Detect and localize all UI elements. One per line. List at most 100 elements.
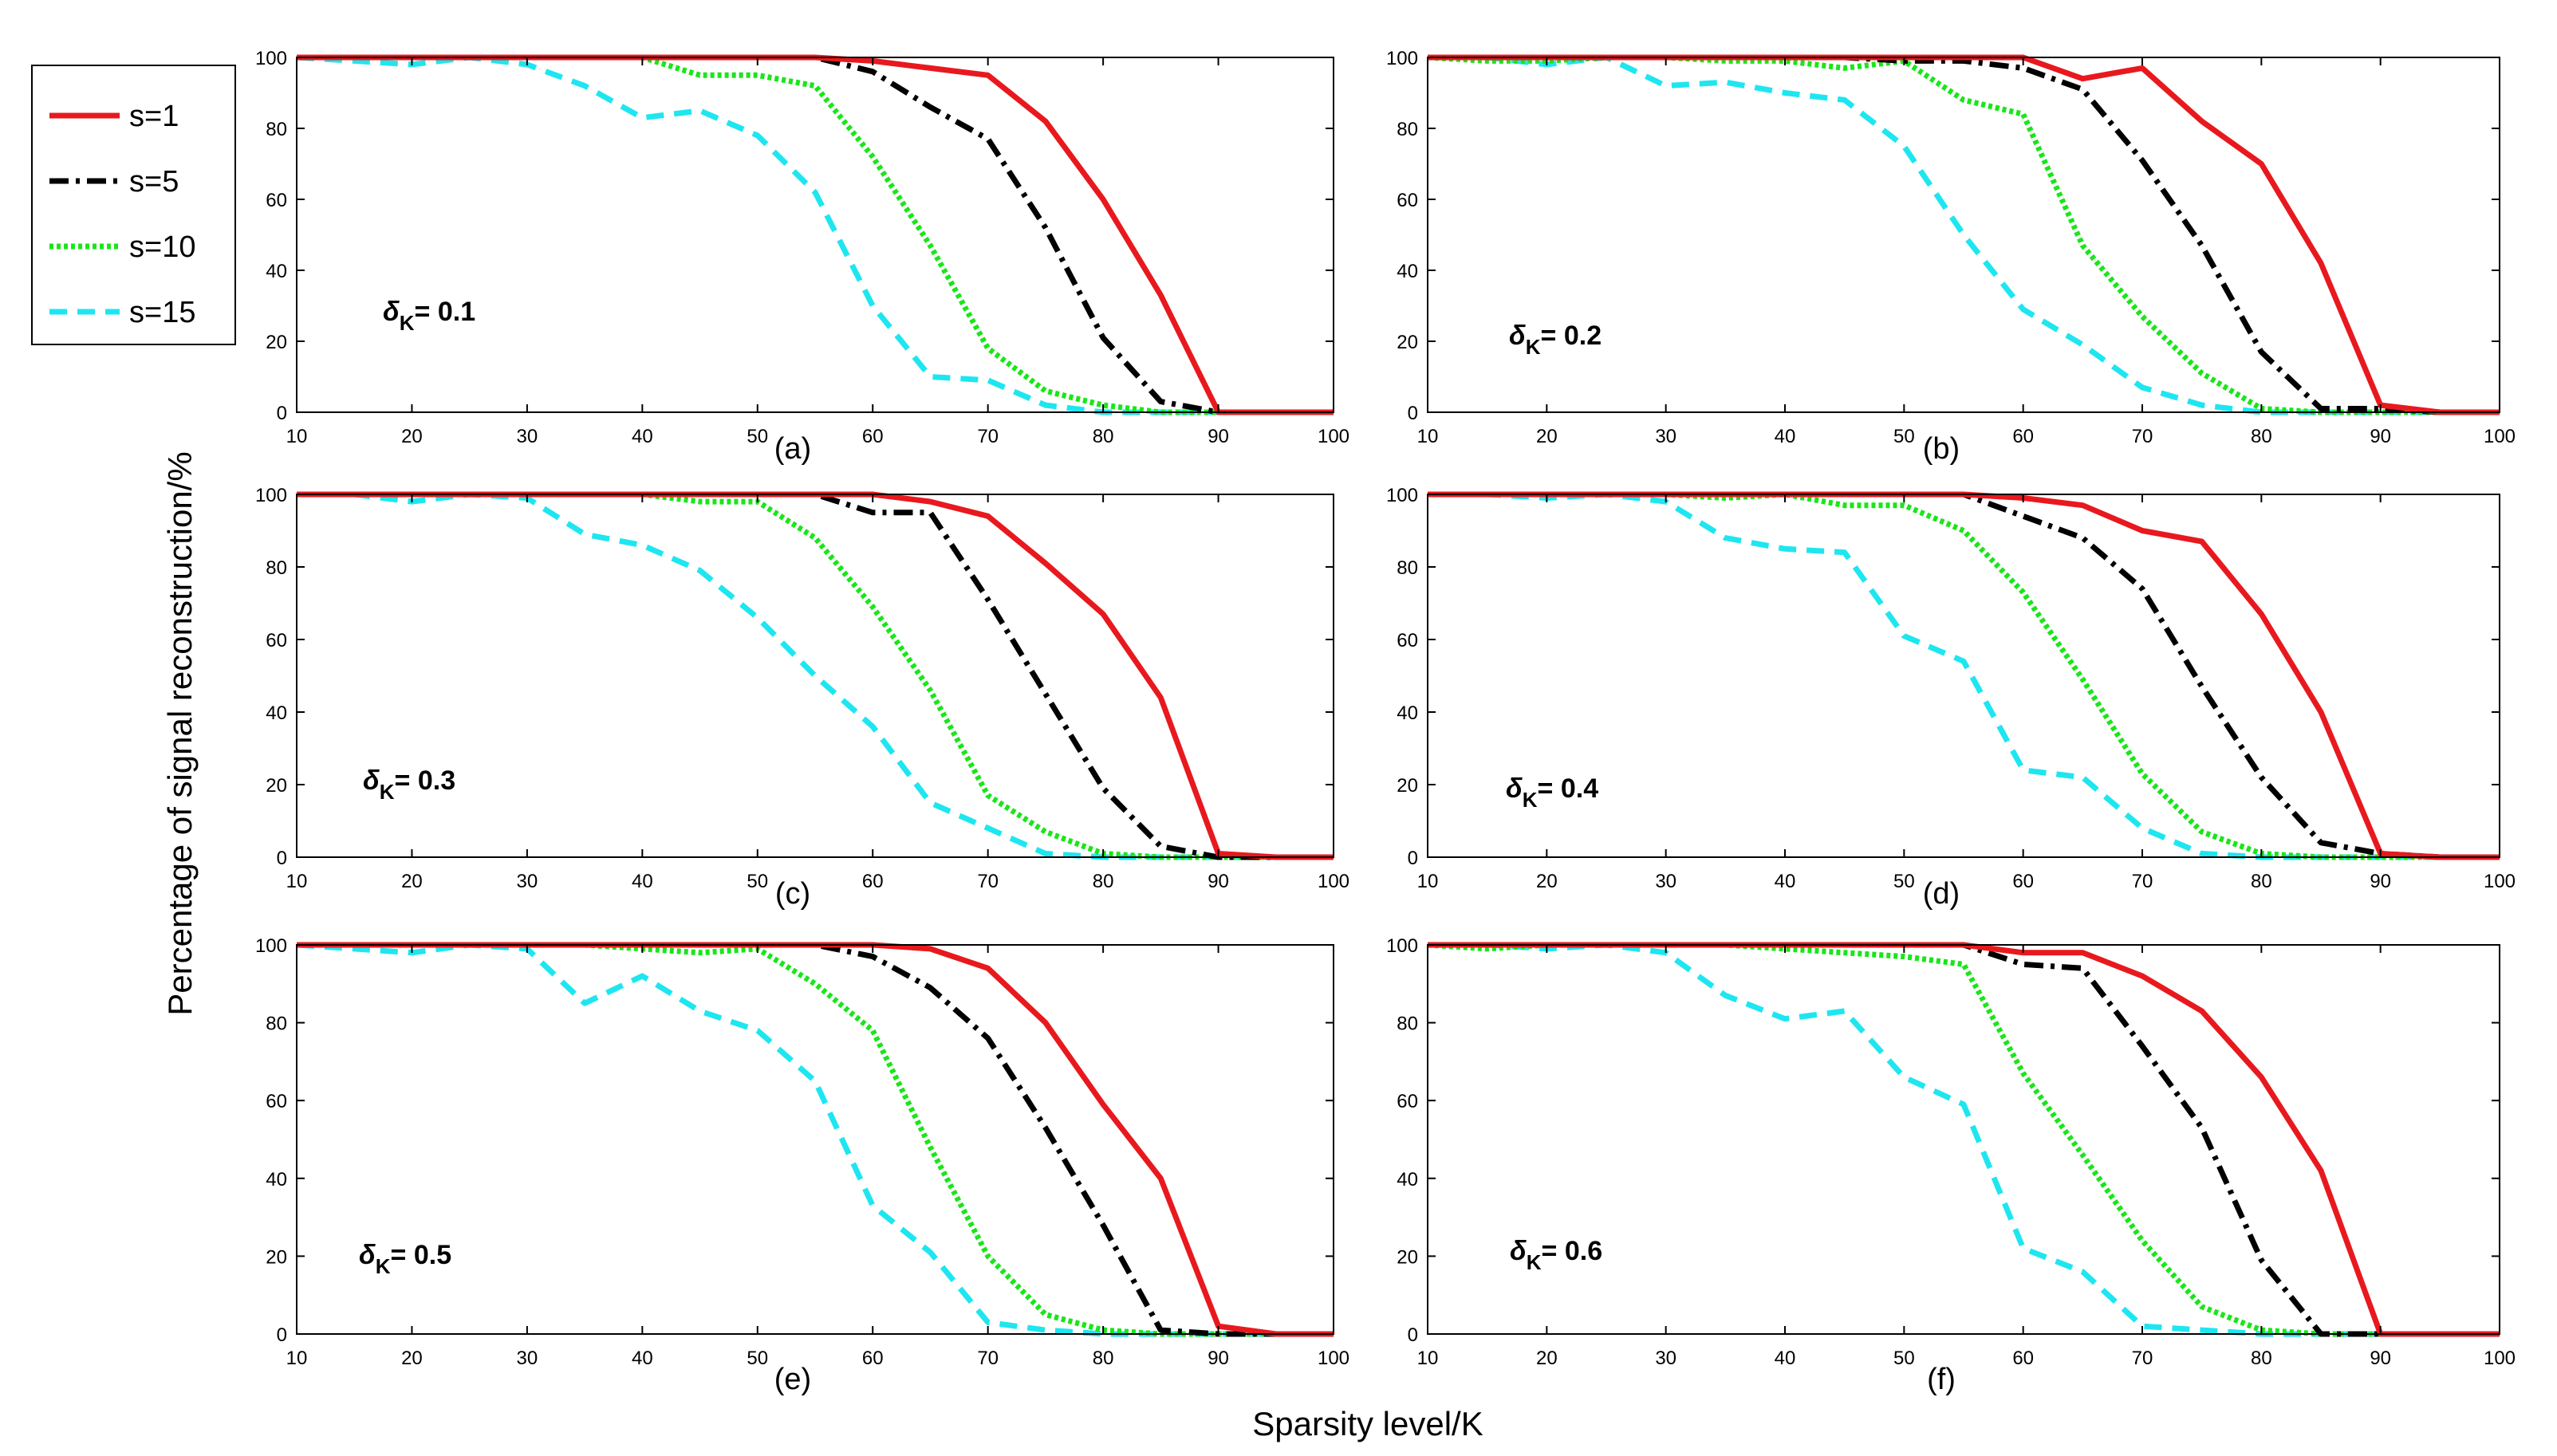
y-tick-label: 20 bbox=[266, 332, 287, 353]
x-tick-label: 20 bbox=[401, 1348, 423, 1369]
panel-a: 10 20 30 40 50 60 70 80 90 100 0 20 40 60 80 100 (a) δK= … bbox=[255, 48, 1349, 466]
x-tick-label: 100 bbox=[2484, 426, 2516, 447]
y-tick-label: 60 bbox=[1397, 630, 1418, 651]
x-tick-label: 10 bbox=[286, 426, 308, 447]
y-tick-label: 40 bbox=[266, 1169, 287, 1190]
y-tick-label: 80 bbox=[266, 119, 287, 140]
x-tick-label: 10 bbox=[1417, 426, 1439, 447]
y-tick-label: 40 bbox=[266, 261, 287, 282]
x-tick-label: 20 bbox=[1536, 871, 1558, 892]
x-tick-label: 90 bbox=[2370, 871, 2391, 892]
legend: s=1 s=5 s=10 s=15 bbox=[31, 65, 236, 345]
x-tick-label: 70 bbox=[2132, 426, 2153, 447]
x-tick-label: 10 bbox=[1417, 871, 1439, 892]
delta-annotation: δK= 0.2 bbox=[1509, 321, 1602, 359]
x-tick-label: 30 bbox=[1655, 1348, 1676, 1369]
x-tick-label: 80 bbox=[2251, 871, 2272, 892]
y-tick-label: 80 bbox=[1397, 557, 1418, 579]
panel-e: 10 20 30 40 50 60 70 80 90 100 0 20 40 60 80 100 (e) δK= … bbox=[255, 935, 1349, 1396]
y-tick-label: 40 bbox=[1397, 702, 1418, 724]
y-tick-label: 80 bbox=[1397, 119, 1418, 140]
panel-label: (e) bbox=[774, 1363, 811, 1396]
y-tick-label: 60 bbox=[266, 190, 287, 211]
legend-label-3: s=10 bbox=[129, 230, 195, 264]
plot-frame bbox=[296, 494, 1334, 858]
x-tick-label: 20 bbox=[1536, 426, 1558, 447]
y-tick-label: 100 bbox=[1386, 935, 1418, 957]
x-tick-label: 10 bbox=[286, 1348, 308, 1369]
x-tick-label: 80 bbox=[1093, 1348, 1114, 1369]
x-tick-label: 40 bbox=[1775, 426, 1796, 447]
x-tick-label: 50 bbox=[747, 1348, 768, 1369]
x-tick-label: 50 bbox=[1893, 426, 1915, 447]
plot-frame bbox=[1427, 944, 2500, 1335]
y-tick-label: 20 bbox=[266, 775, 287, 797]
x-tick-label: 70 bbox=[977, 871, 999, 892]
x-tick-label: 30 bbox=[517, 871, 538, 892]
legend-label-1: s=1 bbox=[129, 100, 179, 133]
x-tick-label: 20 bbox=[401, 871, 423, 892]
x-tick-label: 50 bbox=[747, 426, 768, 447]
y-tick-label: 40 bbox=[1397, 1169, 1418, 1190]
x-tick-label: 30 bbox=[517, 1348, 538, 1369]
delta-annotation: δK= 0.1 bbox=[383, 297, 475, 335]
y-tick-label: 80 bbox=[1397, 1013, 1418, 1035]
y-tick-label: 100 bbox=[255, 485, 287, 506]
y-tick-label: 80 bbox=[266, 1013, 287, 1035]
panel-d: 10 20 30 40 50 60 70 80 90 100 0 20 40 60 80 100 (d) δK= … bbox=[1386, 485, 2516, 911]
y-tick-label: 60 bbox=[1397, 1091, 1418, 1112]
x-tick-label: 80 bbox=[2251, 426, 2272, 447]
x-tick-label: 40 bbox=[1775, 1348, 1796, 1369]
y-tick-label: 20 bbox=[1397, 332, 1418, 353]
y-tick-label: 40 bbox=[1397, 261, 1418, 282]
x-tick-label: 90 bbox=[2370, 1348, 2391, 1369]
x-tick-label: 50 bbox=[1893, 871, 1915, 892]
panel-label: (d) bbox=[1923, 877, 1960, 911]
x-tick-label: 100 bbox=[2484, 871, 2516, 892]
y-tick-label: 0 bbox=[1408, 848, 1418, 869]
series-line-s-5 bbox=[297, 942, 1334, 1337]
x-tick-label: 80 bbox=[1093, 871, 1114, 892]
delta-annotation: δK= 0.3 bbox=[363, 765, 455, 804]
x-tick-label: 10 bbox=[1417, 1348, 1439, 1369]
y-tick-label: 20 bbox=[1397, 1246, 1418, 1268]
y-tick-label: 60 bbox=[266, 1091, 287, 1112]
x-tick-label: 60 bbox=[2012, 1348, 2034, 1369]
y-tick-label: 80 bbox=[266, 557, 287, 579]
legend-label-2: s=5 bbox=[129, 165, 179, 199]
y-tick-label: 60 bbox=[266, 630, 287, 651]
x-tick-label: 70 bbox=[2132, 871, 2153, 892]
panel-b: 10 20 30 40 50 60 70 80 90 100 0 20 40 60 80 100 (b) δK= … bbox=[1386, 48, 2516, 466]
y-tick-label: 100 bbox=[255, 935, 287, 957]
y-tick-label: 40 bbox=[266, 702, 287, 724]
x-tick-label: 70 bbox=[2132, 1348, 2153, 1369]
x-tick-label: 60 bbox=[862, 1348, 884, 1369]
x-tick-label: 50 bbox=[747, 871, 768, 892]
y-tick-label: 20 bbox=[266, 1246, 287, 1268]
y-tick-label: 0 bbox=[277, 1324, 287, 1346]
legend-label-4: s=15 bbox=[129, 296, 195, 329]
x-tick-label: 100 bbox=[2484, 1348, 2516, 1369]
x-tick-label: 100 bbox=[1318, 426, 1349, 447]
y-tick-label: 0 bbox=[277, 848, 287, 869]
x-tick-label: 20 bbox=[401, 426, 423, 447]
x-tick-label: 80 bbox=[2251, 1348, 2272, 1369]
x-tick-label: 90 bbox=[1208, 426, 1229, 447]
panel-f: 10 20 30 40 50 60 70 80 90 100 0 20 40 60 80 100 (f) δK= … bbox=[1386, 935, 2516, 1396]
delta-annotation: δK= 0.6 bbox=[1510, 1236, 1602, 1274]
plot-frame bbox=[296, 57, 1334, 413]
x-axis-title: Sparsity level/K bbox=[1252, 1405, 1483, 1442]
x-tick-label: 90 bbox=[2370, 426, 2391, 447]
y-tick-label: 60 bbox=[1397, 190, 1418, 211]
x-tick-label: 90 bbox=[1208, 871, 1229, 892]
x-tick-label: 50 bbox=[1893, 1348, 1915, 1369]
y-tick-label: 100 bbox=[1386, 48, 1418, 69]
x-tick-label: 30 bbox=[1655, 426, 1676, 447]
x-tick-label: 40 bbox=[632, 426, 653, 447]
x-tick-label: 10 bbox=[286, 871, 308, 892]
plot-frame bbox=[1427, 494, 2500, 858]
x-tick-label: 60 bbox=[862, 871, 884, 892]
y-tick-label: 100 bbox=[255, 48, 287, 69]
panel-label: (c) bbox=[775, 877, 810, 911]
